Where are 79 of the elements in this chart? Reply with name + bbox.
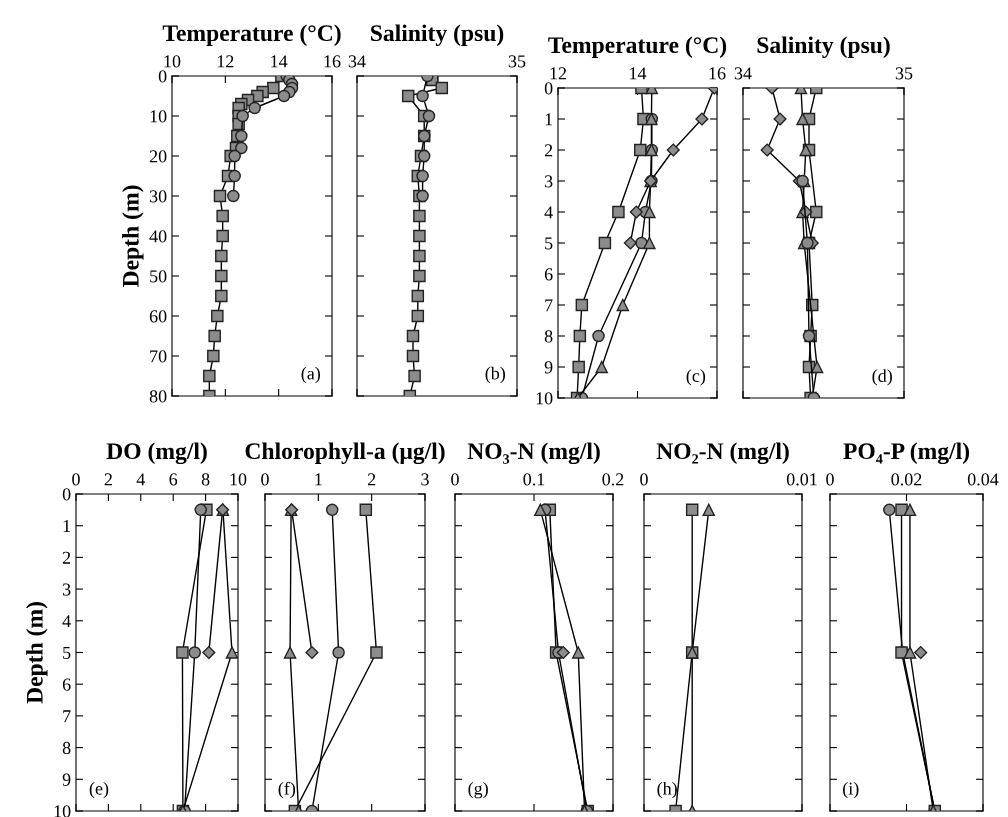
annotation: (g) (468, 781, 488, 799)
annotation: (e) (89, 781, 109, 799)
y-tick-label: 6 (544, 268, 553, 281)
y-tick-label: 0 (544, 82, 553, 95)
y-tick-label: 30 (149, 190, 167, 203)
annotation: (a) (301, 366, 321, 384)
y-tick-label: 40 (149, 230, 167, 243)
annotation: (f) (278, 781, 296, 799)
y-tick-label: 0 (62, 488, 71, 501)
y-axis-title: Depth (m) (122, 185, 144, 288)
x-tick-label: 6 (169, 473, 178, 486)
y-tick-label: 50 (150, 270, 167, 283)
x-tick-label: 8 (201, 473, 210, 486)
y-tick-label: 10 (54, 805, 71, 817)
x-axis-title: Salinity (psu) (757, 36, 890, 58)
x-axis-title: Salinity (psu) (371, 24, 504, 46)
y-tick-label: 5 (545, 237, 553, 250)
x-tick-label: 0 (451, 473, 459, 486)
y-tick-label: 8 (62, 741, 71, 755)
x-tick-label: 1 (315, 473, 322, 486)
annotation: (h) (657, 781, 677, 799)
y-tick-label: 6 (62, 678, 71, 691)
annotation: (b) (485, 366, 506, 384)
y-tick-label: 9 (544, 361, 553, 374)
y-tick-label: 7 (63, 710, 71, 723)
x-tick-label: 2 (367, 473, 376, 486)
y-tick-label: 4 (544, 206, 553, 219)
x-axis-title: PO₄-P (mg/l) (843, 442, 969, 465)
x-tick-label: 12 (217, 55, 234, 68)
y-tick-label: 10 (536, 392, 553, 405)
x-tick-label: 3 (421, 473, 429, 486)
y-tick-label: 20 (149, 150, 167, 163)
y-tick-label: 10 (150, 110, 167, 123)
y-tick-label: 70 (150, 350, 167, 363)
x-axis-title: Temperature (°C) (162, 24, 341, 46)
y-axis-title: Depth (m) (26, 602, 48, 704)
x-tick-label: 14 (630, 67, 647, 80)
x-tick-label: 12 (550, 67, 567, 80)
annotation: (d) (872, 369, 892, 386)
y-tick-label: 1 (545, 113, 553, 126)
x-axis-title: DO (mg/l) (106, 442, 207, 465)
x-axis-title: Chlorophyll-a (μg/l) (245, 442, 445, 465)
y-tick-label: 1 (63, 520, 71, 532)
x-tick-label: 4 (136, 473, 146, 486)
y-tick-label: 60 (149, 310, 167, 323)
y-tick-label: 3 (544, 175, 553, 188)
x-axis-title: Temperature (°C) (548, 36, 727, 58)
annotation: (i) (843, 781, 859, 799)
x-tick-label: 0 (640, 473, 648, 486)
y-tick-label: 8 (544, 330, 553, 343)
x-tick-label: 0.2 (602, 473, 624, 486)
x-tick-label: 16 (324, 55, 341, 68)
x-tick-label: 35 (508, 55, 526, 68)
annotation: (c) (686, 369, 706, 386)
x-tick-label: 0 (72, 473, 80, 486)
x-tick-label: 0.1 (523, 473, 545, 486)
x-tick-label: 10 (230, 473, 247, 486)
x-tick-label: 0.02 (891, 473, 922, 486)
x-tick-label: 16 (709, 67, 726, 80)
y-tick-label: 2 (544, 144, 553, 157)
x-tick-label: 35 (895, 67, 913, 80)
x-tick-label: 0 (826, 473, 834, 486)
y-tick-label: 3 (62, 583, 71, 596)
y-tick-label: 5 (63, 646, 71, 659)
y-tick-label: 7 (545, 299, 553, 312)
x-tick-label: 0 (261, 473, 269, 486)
y-tick-label: 4 (62, 615, 71, 628)
x-tick-label: 2 (104, 473, 112, 486)
x-tick-label: 34 (734, 67, 752, 80)
x-tick-label: 0.01 (786, 473, 817, 486)
y-tick-label: 2 (62, 551, 71, 564)
y-tick-label: 80 (149, 390, 167, 403)
x-tick-label: 10 (164, 55, 181, 68)
x-tick-label: 34 (348, 55, 366, 68)
x-axis-title: NO₂-N (mg/l) (656, 442, 789, 465)
x-tick-label: 14 (271, 55, 288, 68)
x-tick-label: 0.04 (967, 473, 999, 486)
y-tick-label: 9 (62, 773, 71, 786)
x-axis-title: NO₃-N (mg/l) (467, 442, 600, 465)
